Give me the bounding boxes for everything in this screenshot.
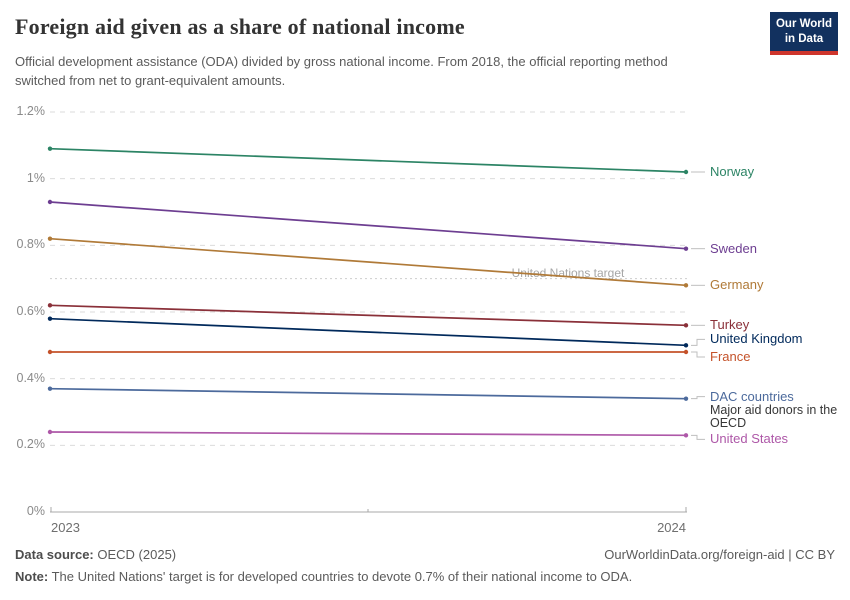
y-axis-tick-label: 1% — [26, 170, 45, 185]
series-point-dac-countries-2023 — [47, 386, 53, 391]
data-source-value: OECD (2025) — [97, 547, 177, 562]
series-point-united-kingdom-2023 — [47, 316, 53, 321]
owid-logo-line2: in Data — [784, 32, 824, 45]
series-point-sweden-2023 — [47, 199, 53, 205]
series-point-sweden-2024 — [683, 246, 689, 251]
series-point-germany-2023 — [47, 236, 53, 241]
series-label-dac-countries[interactable]: DAC countries — [710, 388, 794, 404]
series-point-germany-2024 — [683, 283, 689, 288]
data-source-label: Data source: — [15, 547, 94, 562]
chart-title: Foreign aid given as a share of national… — [15, 14, 465, 39]
series-point-norway-2024 — [683, 169, 689, 175]
series-line-turkey — [49, 304, 687, 327]
series-point-turkey-2024 — [683, 323, 689, 328]
series-line-united-states — [49, 431, 687, 437]
series-sublabel-dac-countries: Major aid donors in the OECD — [710, 402, 838, 430]
series-point-france-2023 — [47, 349, 53, 355]
x-axis-tick-label-2024: 2024 — [657, 520, 686, 535]
series-label-connector-dac-countries — [691, 396, 705, 400]
owid-logo: Our World in Data — [770, 12, 838, 55]
series-point-norway-2023 — [47, 146, 53, 151]
note-text: The United Nations' target is for develo… — [51, 569, 633, 584]
series-label-connector-france — [691, 351, 705, 358]
chart-subtitle: Official development assistance (ODA) di… — [15, 54, 668, 89]
owid-logo-box: Our World in Data — [770, 12, 838, 51]
y-axis-tick-label: 0.4% — [16, 370, 46, 385]
chart-note: Note: The United Nations' target is for … — [15, 569, 632, 584]
series-line-germany — [49, 237, 687, 287]
owid-logo-line1: Our World — [775, 18, 832, 30]
series-label-norway[interactable]: Norway — [710, 164, 755, 179]
series-line-sweden — [49, 201, 687, 250]
y-axis-tick-label: 0.6% — [16, 304, 46, 318]
un-target-label: United Nations target — [511, 265, 625, 280]
series-label-connector-united-kingdom — [691, 338, 705, 346]
series-point-dac-countries-2024 — [683, 396, 689, 401]
y-axis-tick-label: 1.2% — [16, 104, 46, 118]
series-point-united-states-2023 — [47, 429, 53, 435]
y-axis-tick-label: 0.8% — [16, 237, 46, 252]
series-label-sweden[interactable]: Sweden — [710, 240, 757, 256]
series-point-turkey-2023 — [47, 303, 53, 308]
credit-link[interactable]: OurWorldinData.org/foreign-aid | CC BY — [604, 547, 835, 562]
series-point-france-2024 — [683, 349, 689, 355]
series-line-dac-countries — [49, 387, 687, 400]
y-axis-tick-label: 0% — [26, 504, 45, 518]
series-label-united-states[interactable]: United States — [710, 431, 789, 447]
series-label-france[interactable]: France — [710, 349, 751, 364]
series-point-united-kingdom-2024 — [683, 343, 689, 348]
note-label: Note: — [15, 569, 49, 584]
data-source: Data source: OECD (2025) — [15, 547, 176, 562]
series-label-connector-united-states — [691, 434, 705, 440]
series-line-united-kingdom — [49, 317, 687, 347]
series-line-norway — [49, 147, 687, 173]
series-label-turkey[interactable]: Turkey — [710, 317, 750, 333]
series-point-united-states-2024 — [683, 433, 689, 438]
owid-logo-red-bar — [770, 50, 838, 55]
series-label-germany[interactable]: Germany — [710, 277, 764, 293]
series-label-united-kingdom[interactable]: United Kingdom — [710, 331, 803, 347]
chart-footer: Data source: OECD (2025) OurWorldinData.… — [15, 547, 835, 562]
x-axis-tick-label-2023: 2023 — [51, 520, 80, 535]
y-axis-tick-label: 0.2% — [16, 437, 46, 452]
